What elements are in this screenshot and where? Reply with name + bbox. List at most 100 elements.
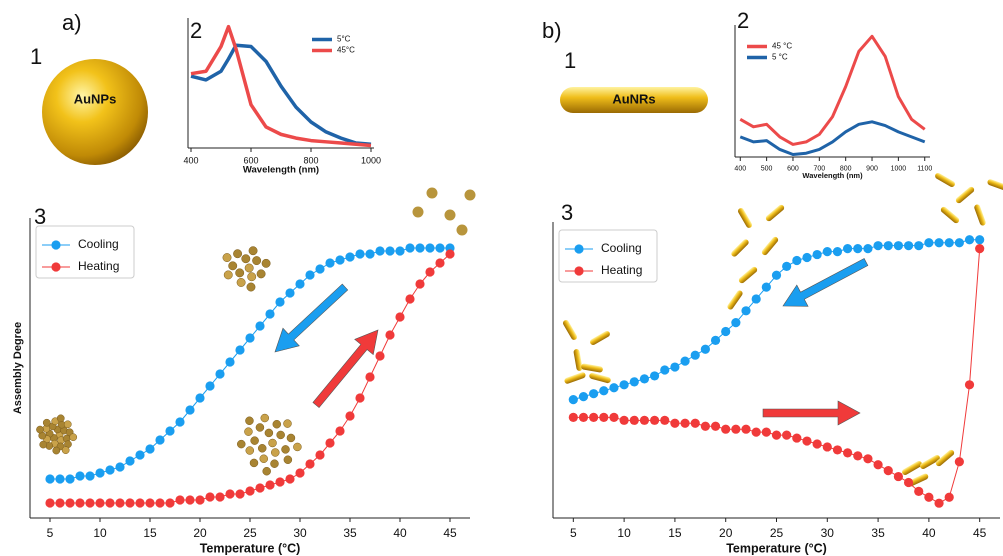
data-point xyxy=(741,424,751,434)
nanorod-illustration xyxy=(560,87,708,113)
data-point xyxy=(125,498,135,508)
data-point xyxy=(883,466,893,476)
cluster-illustration xyxy=(233,249,243,259)
cluster-illustration xyxy=(283,455,293,464)
particle-label: AuNPs xyxy=(74,91,117,106)
particle-illustration xyxy=(426,187,438,199)
data-point xyxy=(325,258,335,268)
rod-illustration xyxy=(955,186,975,204)
data-point xyxy=(155,498,165,508)
x-axis-label: Wavelength (nm) xyxy=(802,171,863,180)
data-point xyxy=(944,492,954,502)
data-point xyxy=(85,471,95,481)
data-point xyxy=(771,430,782,440)
cluster-illustration xyxy=(259,454,269,463)
data-point xyxy=(883,241,893,251)
sub-label: 2 xyxy=(737,8,749,33)
data-point xyxy=(944,238,954,248)
data-point xyxy=(873,460,883,470)
data-point xyxy=(660,365,670,375)
cluster-illustration xyxy=(264,428,274,438)
data-point xyxy=(721,326,731,337)
data-point xyxy=(295,279,305,289)
cluster-illustration xyxy=(255,423,265,432)
data-point xyxy=(75,471,85,481)
legend-marker xyxy=(51,262,61,272)
data-point xyxy=(255,321,265,331)
legend-label: Heating xyxy=(78,259,119,273)
cluster-illustration xyxy=(236,278,246,287)
panel-letter: b) xyxy=(542,18,562,43)
cluster-illustration xyxy=(36,425,44,434)
x-tick-label: 800 xyxy=(303,156,318,166)
cluster-illustration xyxy=(272,419,282,429)
cluster-illustration xyxy=(257,444,267,453)
data-point xyxy=(195,393,205,403)
rod-illustration xyxy=(940,206,960,224)
cluster-illustration xyxy=(63,420,72,429)
cluster-illustration xyxy=(256,269,266,279)
x-tick-label: 40 xyxy=(393,526,407,540)
arrow xyxy=(274,283,349,353)
data-point xyxy=(425,243,435,253)
data-point xyxy=(305,459,315,469)
data-point xyxy=(75,498,85,508)
data-point xyxy=(903,477,914,488)
legend-label: Cooling xyxy=(78,237,119,251)
rod-illustration xyxy=(902,461,922,476)
cluster-illustration xyxy=(293,442,302,452)
data-point xyxy=(275,297,285,307)
data-point xyxy=(812,439,822,449)
legend-box xyxy=(558,229,658,283)
x-tick-label: 15 xyxy=(668,526,682,540)
data-point xyxy=(275,477,285,487)
data-point xyxy=(568,395,578,405)
data-point xyxy=(405,243,415,253)
data-point xyxy=(365,249,375,259)
particle-illustration xyxy=(412,206,424,218)
data-point xyxy=(215,492,225,502)
x-tick-label: 20 xyxy=(719,526,733,540)
data-point xyxy=(355,393,365,403)
cluster-illustration xyxy=(247,272,257,282)
data-point xyxy=(893,471,904,482)
data-point xyxy=(245,486,255,496)
data-point xyxy=(731,318,741,328)
x-tick-label: 500 xyxy=(761,165,773,172)
data-point xyxy=(315,450,325,460)
data-point xyxy=(135,450,145,460)
data-point xyxy=(802,252,812,263)
nanoparticle-illustration xyxy=(42,59,148,165)
x-tick-label: 30 xyxy=(821,526,835,540)
data-point xyxy=(609,412,619,422)
particle-label: AuNRs xyxy=(612,91,655,106)
data-point xyxy=(975,244,985,254)
legend-label: 5 °C xyxy=(772,53,788,62)
data-point xyxy=(782,261,792,271)
data-point xyxy=(964,235,975,245)
data-point xyxy=(609,383,619,393)
data-point xyxy=(578,392,589,402)
cluster-illustration xyxy=(228,261,238,271)
x-tick-label: 1000 xyxy=(361,156,381,166)
data-point xyxy=(285,474,295,484)
sub-label: 2 xyxy=(190,18,202,43)
arrow xyxy=(782,258,869,307)
rod-illustration xyxy=(563,320,577,340)
particle-illustration xyxy=(464,189,476,201)
data-point xyxy=(345,411,355,421)
x-tick-label: 600 xyxy=(787,165,799,172)
data-point xyxy=(812,249,822,260)
legend-marker xyxy=(574,266,584,276)
rod-illustration xyxy=(935,449,955,467)
data-point xyxy=(690,350,700,360)
rod-illustration xyxy=(761,236,779,256)
data-point xyxy=(700,344,710,354)
legend-label: Cooling xyxy=(601,241,642,255)
data-point xyxy=(365,372,375,382)
data-point xyxy=(105,498,115,508)
data-point xyxy=(903,241,914,251)
x-tick-label: 800 xyxy=(840,165,852,172)
